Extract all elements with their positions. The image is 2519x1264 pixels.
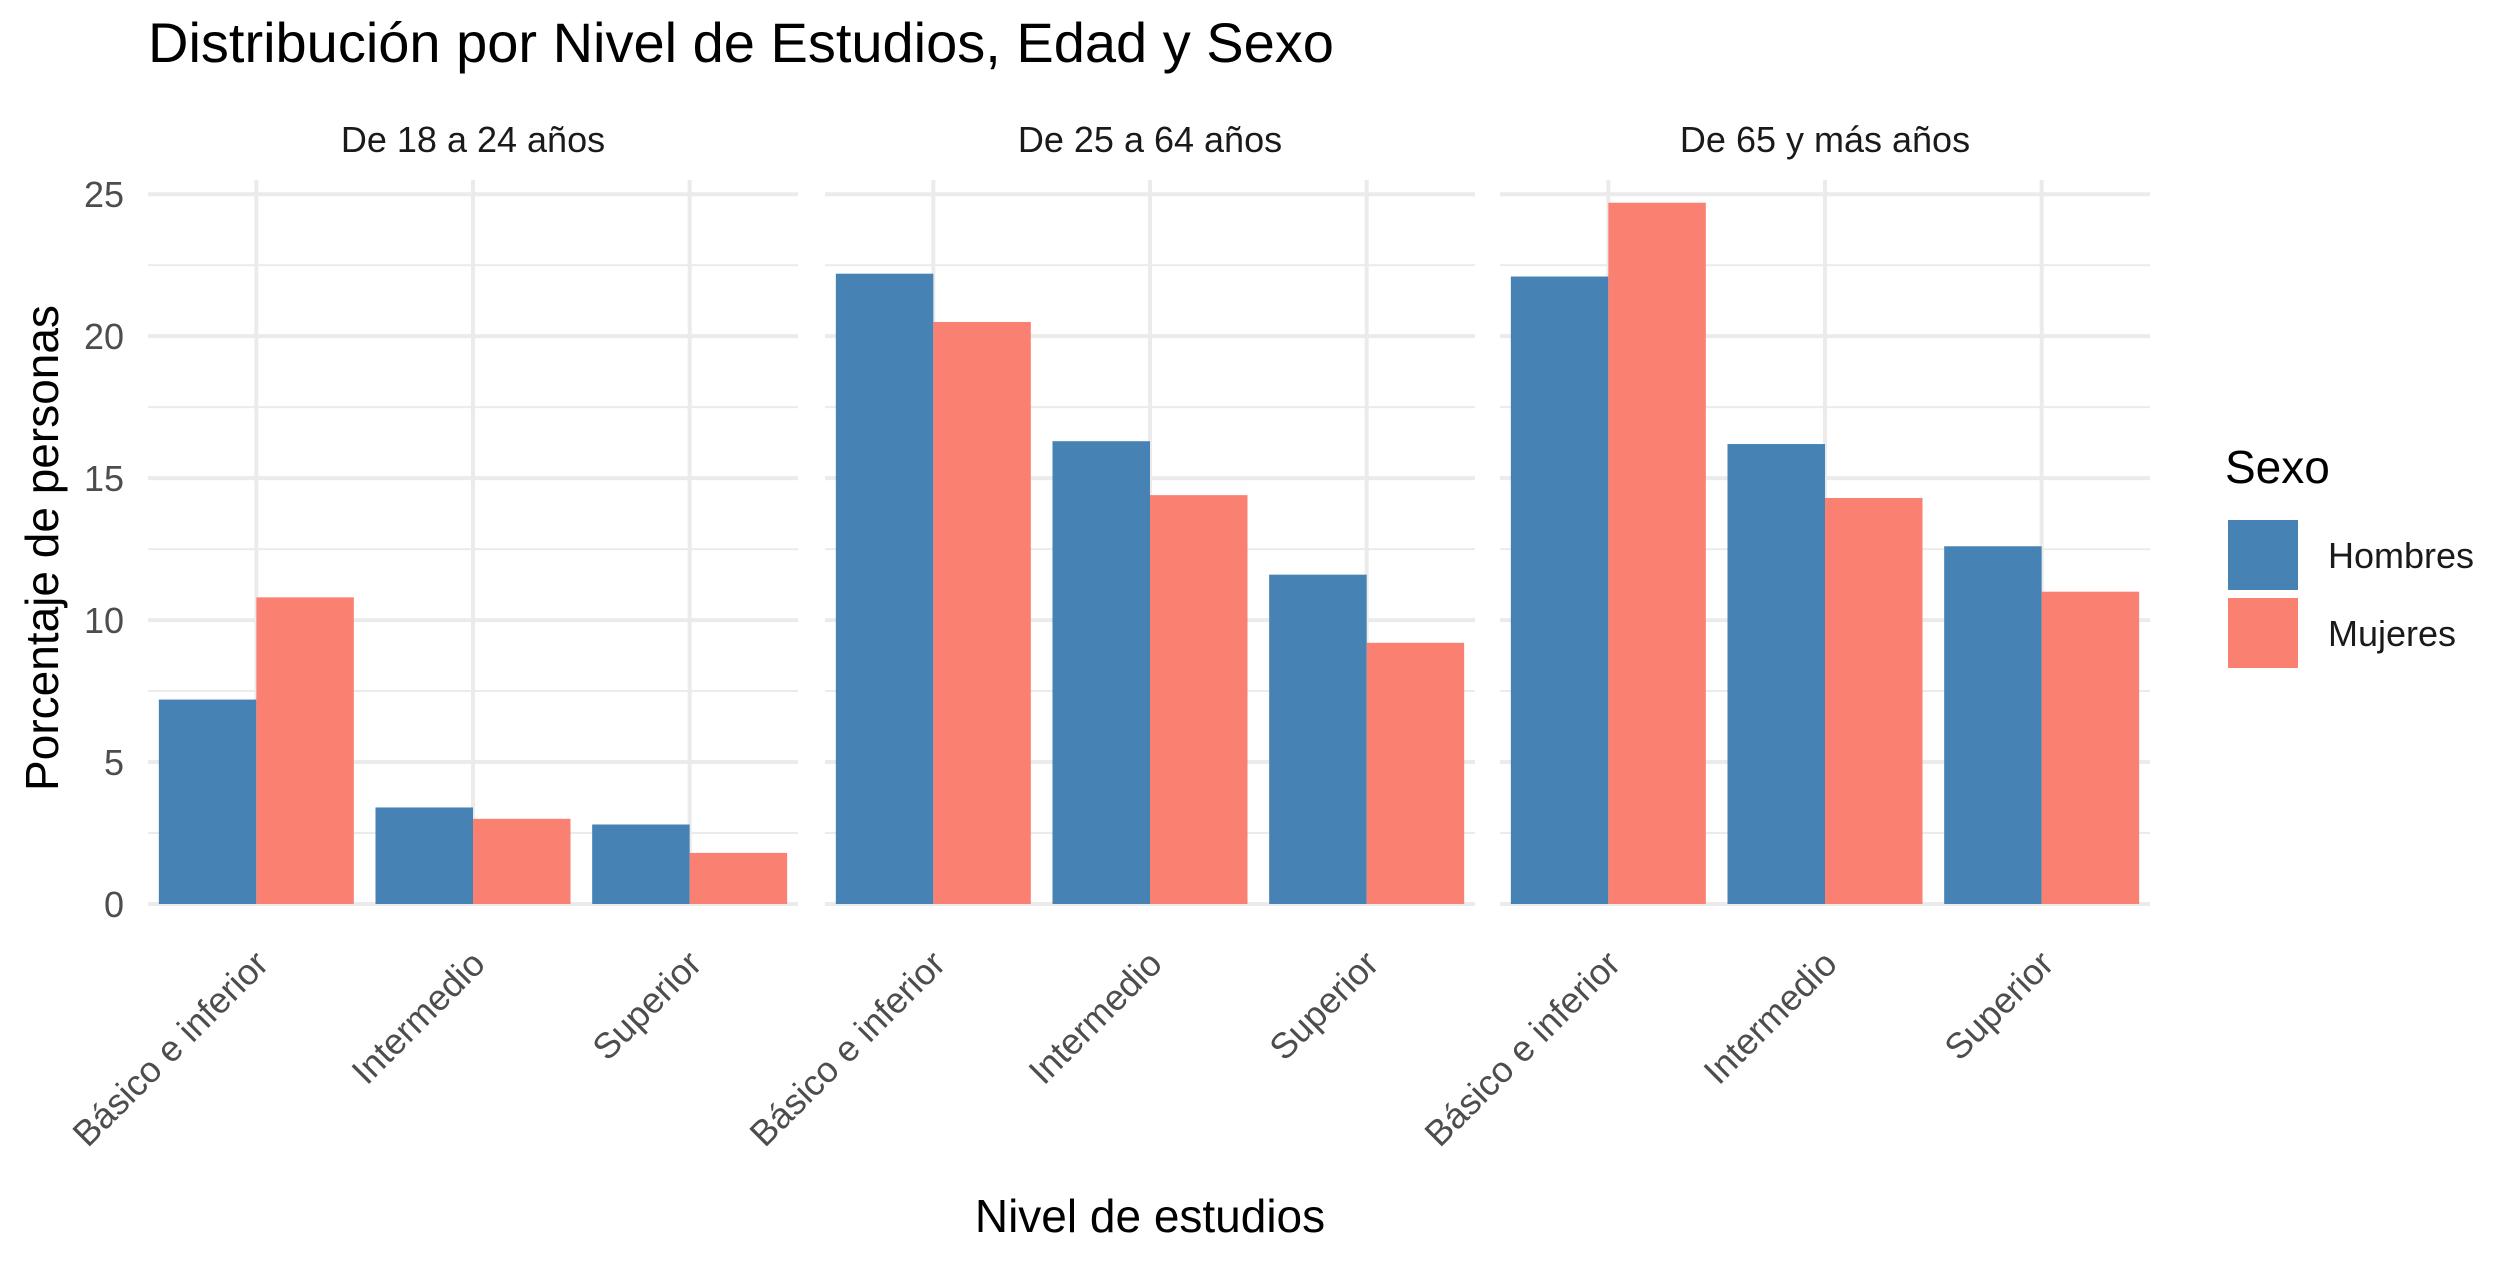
x-tick-label: Básico e inferior: [741, 943, 953, 1155]
bar-hombres: [592, 824, 690, 904]
bar-mujeres: [1366, 642, 1465, 904]
facet-panel: De 25 a 64 años Básico e inferior Intermed…: [741, 119, 1475, 1154]
y-tick-label: 5: [104, 742, 124, 783]
y-tick-label: 25: [84, 174, 124, 215]
facet-label: De 18 a 24 años: [341, 119, 605, 160]
x-tick-label: Intermedio: [1020, 943, 1169, 1092]
bar-hombres: [1944, 546, 2042, 904]
bar-mujeres: [1150, 495, 1248, 904]
bar-mujeres: [1825, 497, 1923, 904]
x-tick-label: Intermedio: [343, 943, 492, 1092]
bar-mujeres: [473, 818, 571, 904]
legend-key-hombres: [2228, 520, 2298, 590]
facet-panel: De 18 a 24 años Básico e inferior Intermed…: [64, 119, 798, 1154]
bar-mujeres: [1608, 202, 1706, 904]
x-tick-label: Superior: [1261, 943, 1386, 1068]
x-tick-label: Superior: [1936, 943, 2061, 1068]
x-tick-label: Superior: [584, 943, 709, 1068]
legend-label: Mujeres: [2328, 613, 2456, 654]
facet-label: De 65 y más años: [1680, 119, 1970, 160]
plot-area: De 18 a 24 años Básico e inferior Intermed…: [64, 119, 2150, 1154]
bar-hombres: [1269, 574, 1367, 904]
facet-label: De 25 a 64 años: [1018, 119, 1282, 160]
legend: Hombres Mujeres: [2228, 520, 2474, 668]
chart-title: Distribución por Nivel de Estudios, Edad…: [148, 11, 1334, 74]
y-tick-label: 10: [84, 600, 124, 641]
bar-hombres: [375, 807, 473, 904]
legend-key-mujeres: [2228, 598, 2298, 668]
y-tick-label: 0: [104, 884, 124, 925]
bar-mujeres: [256, 597, 354, 904]
bar-hombres: [1052, 441, 1150, 904]
x-tick-label: Básico e inferior: [1416, 943, 1628, 1155]
bar-mujeres: [2041, 591, 2140, 904]
bar-hombres: [835, 273, 934, 905]
bar-mujeres: [689, 852, 788, 904]
y-tick-label: 15: [84, 458, 124, 499]
x-tick-label: Intermedio: [1695, 943, 1844, 1092]
y-axis-label: Porcentaje de personas: [16, 305, 68, 791]
bar-hombres: [1727, 444, 1825, 904]
bar-mujeres: [933, 321, 1031, 904]
x-axis-label: Nivel de estudios: [975, 1190, 1325, 1242]
x-tick-label: Básico e inferior: [64, 943, 276, 1155]
y-tick-label: 20: [84, 316, 124, 357]
facet-panel: De 65 y más años Básico e inferior Interme…: [1416, 119, 2150, 1154]
legend-label: Hombres: [2328, 535, 2474, 576]
legend-title: Sexo: [2225, 441, 2330, 493]
bar-hombres: [158, 699, 257, 904]
bar-hombres: [1510, 276, 1609, 904]
